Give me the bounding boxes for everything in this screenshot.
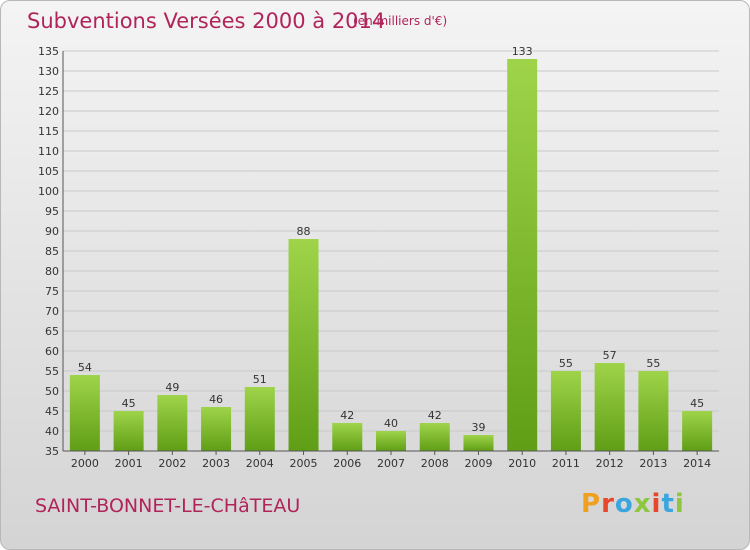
bar-value-label: 88 <box>297 225 311 238</box>
y-tick-label: 40 <box>45 425 59 438</box>
y-tick-label: 95 <box>45 205 59 218</box>
y-axis: 35 40 45 50 55 60 65 70 75 80 85 90 95 100 105 110 115 12… <box>38 45 64 458</box>
y-tick-label: 115 <box>38 125 59 138</box>
y-tick-label: 85 <box>45 245 59 258</box>
bar <box>201 407 232 451</box>
logo-letter: i <box>674 489 685 519</box>
bar-value-label: 57 <box>603 349 617 362</box>
x-tick-label: 2005 <box>290 457 318 470</box>
y-tick-label: 125 <box>38 85 59 98</box>
x-tick-label: 2010 <box>508 457 536 470</box>
x-tick-label: 2013 <box>639 457 667 470</box>
logo-letter: o <box>614 489 634 519</box>
x-tick-label: 2002 <box>158 457 186 470</box>
y-tick-label: 35 <box>45 445 59 458</box>
place-name: SAINT-BONNET-LE-CHâTEAU <box>35 495 301 517</box>
bar <box>113 411 144 451</box>
y-tick-label: 100 <box>38 185 59 198</box>
y-tick-label: 110 <box>38 145 59 158</box>
bar <box>594 363 625 451</box>
bar <box>376 431 406 451</box>
x-tick-label: 2001 <box>115 457 143 470</box>
x-tick-label: 2007 <box>377 457 405 470</box>
logo-letter: x <box>633 489 652 519</box>
bar <box>507 59 538 451</box>
y-tick-label: 135 <box>38 45 59 58</box>
bar <box>638 371 669 451</box>
chart-title: Subventions Versées 2000 à 2014 <box>27 9 386 33</box>
bar-value-label: 45 <box>122 397 136 410</box>
bar <box>244 387 275 451</box>
bar <box>288 239 319 451</box>
bars: 54 45 49 46 51 88 42 40 42 39 133 55 57 55 45 <box>69 45 713 451</box>
y-tick-label: 45 <box>45 405 59 418</box>
bar-value-label: 45 <box>690 397 704 410</box>
logo-letter: i <box>651 489 662 519</box>
y-tick-label: 60 <box>45 345 59 358</box>
y-tick-label: 70 <box>45 305 59 318</box>
x-tick-label: 2008 <box>421 457 449 470</box>
chart-unit: (en milliers d'€) <box>353 14 448 28</box>
y-tick-label: 90 <box>45 225 59 238</box>
bar-value-label: 42 <box>340 409 354 422</box>
bar-value-label: 54 <box>78 361 92 374</box>
bar-value-label: 40 <box>384 417 398 430</box>
x-tick-label: 2014 <box>683 457 711 470</box>
logo-letter: r <box>601 489 615 519</box>
x-tick-label: 2012 <box>596 457 624 470</box>
logo-letter: t <box>661 489 675 519</box>
proxiti-logo[interactable]: Proxiti <box>581 489 685 519</box>
y-tick-label: 105 <box>38 165 59 178</box>
y-tick-label: 50 <box>45 385 59 398</box>
y-tick-label: 65 <box>45 325 59 338</box>
bar-value-label: 55 <box>559 357 573 370</box>
bar-value-label: 133 <box>512 45 533 58</box>
bar-value-label: 42 <box>428 409 442 422</box>
bar-value-label: 46 <box>209 393 223 406</box>
x-tick-label: 2000 <box>71 457 99 470</box>
bar-value-label: 49 <box>165 381 179 394</box>
y-tick-label: 55 <box>45 365 59 378</box>
y-tick-label: 130 <box>38 65 59 78</box>
bar-value-label: 51 <box>253 373 267 386</box>
logo-letter: P <box>581 489 602 519</box>
bar <box>69 375 100 451</box>
bar <box>332 423 363 451</box>
x-tick-label: 2004 <box>246 457 274 470</box>
bar <box>463 435 494 451</box>
x-tick-label: 2006 <box>333 457 361 470</box>
y-tick-label: 120 <box>38 105 59 118</box>
bar <box>550 371 581 451</box>
x-axis: 2000 2001 2002 2003 2004 2005 2006 2007 2008 2009… <box>63 450 719 470</box>
bar <box>682 411 713 451</box>
y-tick-label: 75 <box>45 285 59 298</box>
bar-value-label: 39 <box>471 421 485 434</box>
x-tick-label: 2003 <box>202 457 230 470</box>
bar <box>157 395 188 451</box>
x-tick-label: 2011 <box>552 457 580 470</box>
x-tick-label: 2009 <box>464 457 492 470</box>
bar <box>419 423 450 451</box>
y-tick-label: 80 <box>45 265 59 278</box>
bar-value-label: 55 <box>646 357 660 370</box>
